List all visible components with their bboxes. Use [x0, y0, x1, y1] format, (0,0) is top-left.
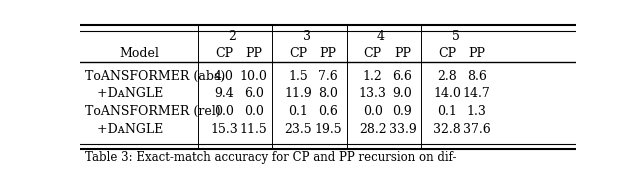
Text: 0.1: 0.1: [288, 105, 308, 118]
Text: 7.6: 7.6: [318, 70, 338, 83]
Text: Model: Model: [120, 47, 159, 60]
Text: CP: CP: [289, 47, 307, 60]
Text: 9.0: 9.0: [392, 87, 412, 100]
Text: 14.7: 14.7: [463, 87, 491, 100]
Text: 4: 4: [377, 30, 385, 43]
Text: 33.9: 33.9: [388, 123, 416, 136]
Text: 1.2: 1.2: [363, 70, 383, 83]
Text: TᴏANSFORMER (rel): TᴏANSFORMER (rel): [85, 105, 221, 118]
Text: +DᴀNGLE: +DᴀNGLE: [85, 123, 163, 136]
Text: 5: 5: [452, 30, 460, 43]
Text: PP: PP: [245, 47, 262, 60]
Text: 19.5: 19.5: [314, 123, 342, 136]
Text: 0.0: 0.0: [214, 105, 234, 118]
Text: 2.8: 2.8: [437, 70, 457, 83]
Text: CP: CP: [438, 47, 456, 60]
Text: 0.6: 0.6: [318, 105, 338, 118]
Text: 23.5: 23.5: [284, 123, 312, 136]
Text: 11.9: 11.9: [284, 87, 312, 100]
Text: 28.2: 28.2: [359, 123, 387, 136]
Text: 10.0: 10.0: [239, 70, 268, 83]
Text: 37.6: 37.6: [463, 123, 491, 136]
Text: CP: CP: [364, 47, 381, 60]
Text: 6.0: 6.0: [244, 87, 264, 100]
Text: 6.6: 6.6: [392, 70, 412, 83]
Text: 9.4: 9.4: [214, 87, 234, 100]
Text: 0.9: 0.9: [392, 105, 412, 118]
Text: 8.6: 8.6: [467, 70, 487, 83]
Text: 4.0: 4.0: [214, 70, 234, 83]
Text: 2: 2: [228, 30, 236, 43]
Text: PP: PP: [468, 47, 485, 60]
Text: 0.1: 0.1: [437, 105, 457, 118]
Text: 0.0: 0.0: [363, 105, 383, 118]
Text: 32.8: 32.8: [433, 123, 461, 136]
Text: 11.5: 11.5: [240, 123, 268, 136]
Text: 1.5: 1.5: [289, 70, 308, 83]
Text: Table 3: Exact-match accuracy for CP and PP recursion on dif-: Table 3: Exact-match accuracy for CP and…: [85, 151, 456, 164]
Text: PP: PP: [319, 47, 337, 60]
Text: 15.3: 15.3: [210, 123, 237, 136]
Text: 13.3: 13.3: [358, 87, 387, 100]
Text: +DᴀNGLE: +DᴀNGLE: [85, 87, 163, 100]
Text: CP: CP: [215, 47, 233, 60]
Text: 14.0: 14.0: [433, 87, 461, 100]
Text: 3: 3: [303, 30, 310, 43]
Text: 8.0: 8.0: [318, 87, 338, 100]
Text: 1.3: 1.3: [467, 105, 487, 118]
Text: 0.0: 0.0: [244, 105, 264, 118]
Text: PP: PP: [394, 47, 411, 60]
Text: TᴏANSFORMER (abs): TᴏANSFORMER (abs): [85, 70, 225, 83]
